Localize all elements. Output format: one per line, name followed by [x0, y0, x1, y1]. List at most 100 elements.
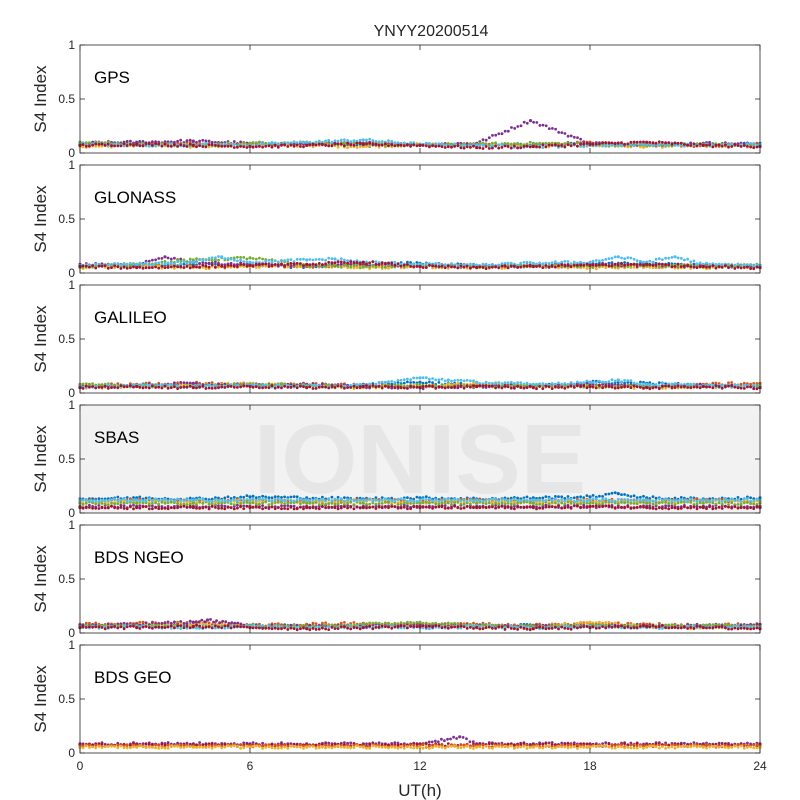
data-point — [424, 262, 428, 265]
data-point — [380, 261, 384, 265]
data-point — [176, 384, 180, 388]
data-point — [399, 264, 403, 268]
data-point — [506, 385, 510, 389]
data-point — [141, 140, 145, 143]
data-point — [446, 142, 450, 146]
data-point — [705, 265, 708, 269]
data-point — [544, 264, 548, 267]
data-point — [352, 264, 356, 267]
data-point — [195, 386, 198, 390]
data-point — [566, 143, 570, 147]
data-point — [299, 258, 302, 261]
data-point — [667, 256, 671, 260]
data-point — [415, 495, 419, 499]
data-point — [314, 263, 318, 267]
data-point — [752, 264, 756, 268]
data-point — [346, 386, 349, 389]
data-point — [324, 265, 327, 269]
data-point — [450, 379, 453, 383]
data-point — [258, 145, 261, 148]
data-point — [484, 145, 488, 148]
data-point — [330, 257, 334, 261]
data-point — [701, 143, 705, 147]
data-point — [311, 383, 315, 387]
data-point — [132, 265, 135, 269]
data-point — [311, 262, 315, 266]
data-point — [169, 386, 173, 389]
data-point — [525, 495, 529, 499]
data-point — [522, 382, 526, 386]
data-point — [327, 263, 331, 267]
data-point — [588, 495, 592, 499]
data-point — [692, 142, 696, 146]
data-point — [173, 256, 176, 260]
data-point — [711, 264, 715, 267]
data-point — [560, 263, 564, 267]
data-point — [226, 263, 230, 267]
data-point — [538, 385, 541, 388]
data-point — [380, 386, 384, 390]
data-point — [324, 385, 327, 389]
data-point — [547, 262, 551, 265]
data-point — [273, 263, 277, 266]
data-point — [516, 146, 519, 150]
data-point — [308, 263, 312, 267]
data-point — [645, 262, 649, 266]
data-point — [286, 265, 290, 269]
data-point — [399, 378, 403, 382]
data-point — [598, 259, 601, 263]
data-point — [412, 265, 416, 269]
data-point — [406, 143, 409, 147]
data-point — [314, 143, 318, 147]
data-point — [604, 141, 608, 145]
data-point — [239, 258, 243, 262]
data-point — [321, 385, 324, 389]
data-point — [295, 261, 299, 265]
data-point — [343, 263, 346, 267]
data-point — [254, 257, 258, 261]
data-point — [642, 146, 645, 149]
data-point — [576, 144, 579, 148]
data-point — [242, 260, 246, 264]
data-point — [481, 138, 485, 142]
data-point — [733, 263, 737, 267]
data-point — [632, 387, 636, 390]
data-point — [720, 144, 724, 148]
data-point — [396, 141, 400, 145]
data-point — [727, 384, 730, 388]
data-point — [160, 265, 164, 268]
data-point — [387, 139, 390, 143]
data-point — [440, 386, 444, 389]
data-point — [258, 386, 261, 390]
data-point — [154, 142, 158, 146]
data-point — [254, 385, 258, 389]
data-point — [613, 142, 617, 146]
data-point — [232, 264, 236, 268]
data-point — [708, 140, 711, 144]
data-point — [478, 146, 482, 150]
data-point — [620, 385, 623, 389]
data-point — [456, 378, 460, 382]
data-point — [179, 386, 183, 389]
data-point — [639, 259, 642, 263]
data-point — [327, 386, 331, 390]
data-point — [456, 386, 460, 390]
data-point — [311, 142, 315, 146]
data-point — [557, 386, 560, 389]
data-point — [487, 147, 491, 150]
data-point — [84, 141, 88, 145]
data-point — [632, 266, 636, 269]
data-point — [639, 382, 642, 386]
data-point — [711, 145, 715, 149]
data-point — [443, 386, 447, 390]
data-point — [330, 495, 334, 499]
data-point — [607, 492, 611, 496]
data-point — [632, 144, 636, 148]
data-point — [81, 145, 85, 149]
data-point — [698, 265, 702, 268]
data-point — [683, 264, 686, 268]
data-point — [144, 142, 148, 146]
y-tick-label: 1 — [68, 278, 75, 292]
